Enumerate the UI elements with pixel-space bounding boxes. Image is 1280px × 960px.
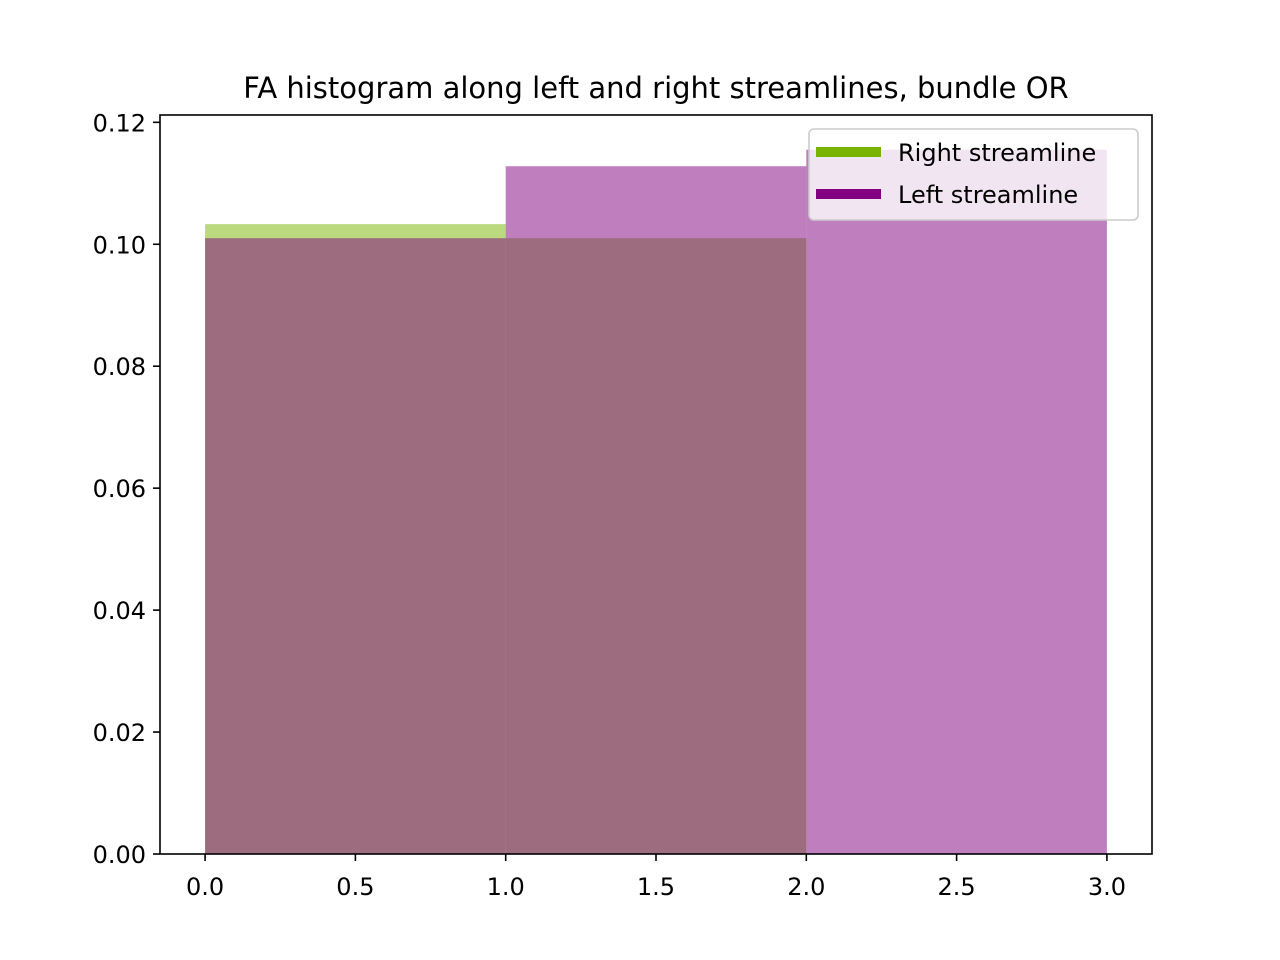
y-tick-label: 0.06 <box>93 475 146 503</box>
x-tick-label: 1.5 <box>637 873 675 901</box>
legend-swatch-right-streamline <box>816 147 881 157</box>
y-axis: 0.00 0.02 0.04 0.06 0.08 0.10 0.12 <box>93 109 160 869</box>
x-tick-label: 1.0 <box>487 873 525 901</box>
y-tick-label: 0.04 <box>93 597 146 625</box>
y-tick-label: 0.08 <box>93 353 146 381</box>
bars-layer <box>205 149 1107 854</box>
x-axis: 0.0 0.5 1.0 1.5 2.0 2.5 3.0 <box>186 854 1126 901</box>
bar-left-streamline-1 <box>505 166 807 854</box>
bar-left-streamline-2 <box>806 149 1107 854</box>
x-tick-label: 0.0 <box>186 873 224 901</box>
x-tick-label: 3.0 <box>1088 873 1126 901</box>
x-tick-label: 2.0 <box>787 873 825 901</box>
y-tick-label: 0.00 <box>93 841 146 869</box>
x-tick-label: 0.5 <box>336 873 374 901</box>
bar-left-streamline-0 <box>205 238 506 854</box>
y-tick-label: 0.10 <box>93 231 146 259</box>
legend-label-right-streamline: Right streamline <box>898 139 1096 167</box>
y-tick-label: 0.02 <box>93 719 146 747</box>
legend-swatch-left-streamline <box>816 189 881 199</box>
chart-title: FA histogram along left and right stream… <box>243 71 1068 105</box>
y-tick-label: 0.12 <box>93 109 146 137</box>
x-tick-label: 2.5 <box>938 873 976 901</box>
legend-label-left-streamline: Left streamline <box>898 181 1078 209</box>
legend: Right streamline Left streamline <box>808 128 1139 221</box>
legend-box <box>808 128 1139 221</box>
